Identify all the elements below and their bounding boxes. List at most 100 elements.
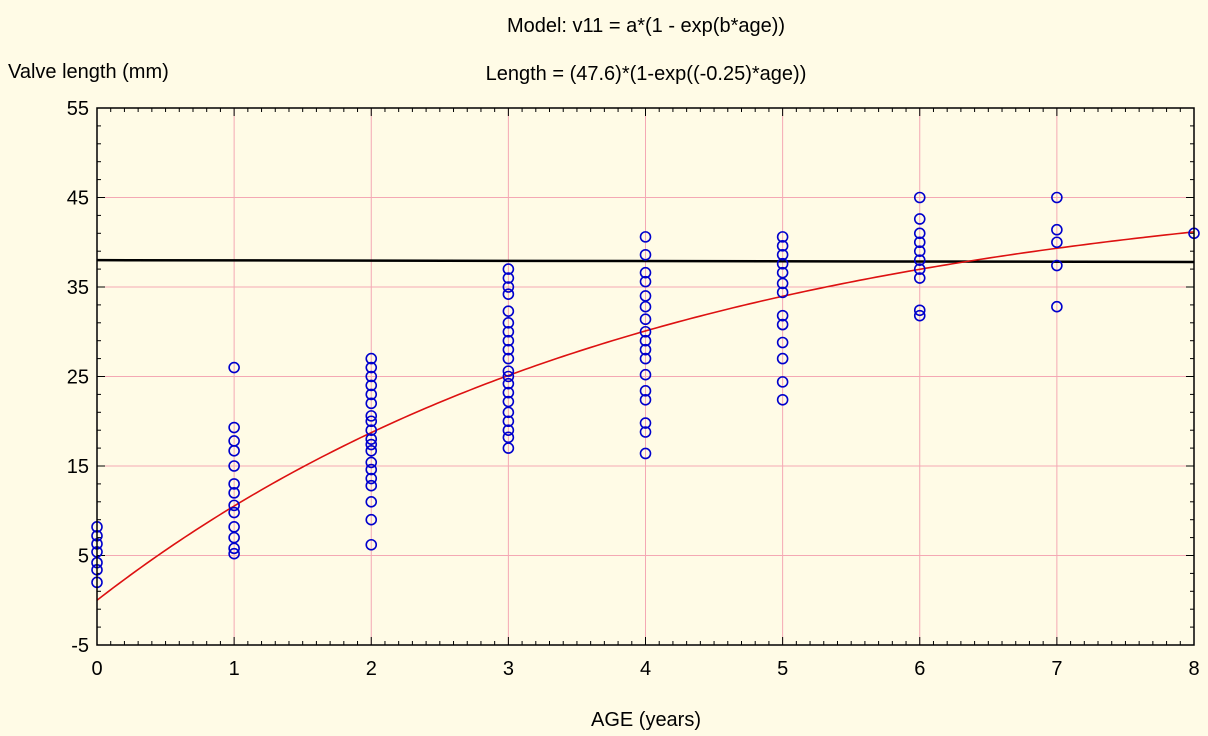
data-point xyxy=(502,365,515,377)
x-tick-label: 3 xyxy=(503,658,514,680)
data-point xyxy=(776,248,789,261)
data-point xyxy=(639,343,652,356)
x-tick-label: 6 xyxy=(914,658,925,680)
data-point xyxy=(639,266,652,279)
data-point xyxy=(365,538,378,551)
data-point xyxy=(776,352,789,365)
mean-line-group xyxy=(96,258,1195,264)
data-point xyxy=(365,415,378,428)
data-point xyxy=(776,309,789,322)
y-tick-label: 25 xyxy=(67,367,89,389)
data-point xyxy=(502,316,515,329)
data-point xyxy=(639,313,652,326)
data-point xyxy=(913,227,926,240)
data-point xyxy=(365,438,378,451)
data-point xyxy=(1051,300,1063,313)
data-point xyxy=(228,421,240,434)
data-point xyxy=(502,263,515,275)
data-point xyxy=(502,343,515,356)
data-point xyxy=(365,361,378,374)
data-point xyxy=(365,463,378,476)
y-tick-label: 5 xyxy=(78,546,89,568)
data-point xyxy=(639,248,652,261)
data-point xyxy=(502,325,515,338)
data-point xyxy=(913,236,926,249)
x-tick-label: 4 xyxy=(640,658,651,680)
data-point xyxy=(776,336,789,349)
data-point xyxy=(228,506,240,519)
data-point xyxy=(365,410,378,422)
data-point xyxy=(913,304,926,317)
data-point xyxy=(502,334,515,347)
data-point xyxy=(502,406,515,419)
data-point xyxy=(776,393,789,406)
data-point xyxy=(1051,236,1063,249)
fit-curve xyxy=(96,231,1195,601)
data-point xyxy=(639,368,652,381)
data-point xyxy=(639,300,652,313)
data-point xyxy=(228,542,240,555)
x-tick-label: 5 xyxy=(777,658,788,680)
data-point xyxy=(365,444,378,457)
data-point xyxy=(639,325,652,338)
data-point xyxy=(502,424,515,437)
data-point xyxy=(502,377,515,390)
data-point xyxy=(913,309,926,322)
data-point xyxy=(1051,191,1063,204)
x-axis-label: AGE (years) xyxy=(591,709,701,731)
data-point xyxy=(639,393,652,406)
data-point xyxy=(776,240,789,252)
data-point xyxy=(365,379,378,392)
data-point xyxy=(776,318,789,331)
x-tick-label: 7 xyxy=(1051,658,1062,680)
data-point xyxy=(365,479,378,492)
data-point xyxy=(365,370,378,383)
data-point xyxy=(502,386,515,399)
data-point xyxy=(502,272,515,284)
data-point xyxy=(502,442,515,454)
data-point xyxy=(776,257,789,270)
data-point xyxy=(913,254,926,266)
y-axis-label: Valve length (mm) xyxy=(8,61,169,83)
x-tick-label: 1 xyxy=(229,658,240,680)
data-point xyxy=(639,334,652,347)
x-tick-labels: 0 1 2 3 4 5 6 7 8 xyxy=(91,658,1199,680)
chart-title: Model: v11 = a*(1 - exp(b*age)) xyxy=(507,15,785,37)
data-point xyxy=(639,231,652,243)
data-point xyxy=(1051,259,1063,272)
plot-frame xyxy=(96,107,1195,646)
data-point xyxy=(1051,223,1063,236)
x-tick-label: 0 xyxy=(91,658,102,680)
data-point xyxy=(228,487,240,499)
x-tick-label: 2 xyxy=(366,658,377,680)
data-point xyxy=(913,245,926,257)
y-tick-label: -5 xyxy=(71,635,89,657)
data-point xyxy=(639,275,652,288)
y-tick-label: 35 xyxy=(67,277,89,299)
data-point xyxy=(776,376,789,388)
data-point xyxy=(913,191,926,204)
fit-curve-group xyxy=(96,231,1195,601)
data-point xyxy=(228,361,240,374)
data-point xyxy=(365,495,378,508)
data-point xyxy=(228,499,240,512)
data-point xyxy=(502,281,515,293)
data-point xyxy=(776,231,789,243)
data-point xyxy=(639,385,652,397)
x-tick-label: 8 xyxy=(1188,658,1199,680)
y-tick-labels: -5 5 15 25 35 45 55 xyxy=(67,98,89,657)
data-point xyxy=(228,460,240,472)
data-point xyxy=(365,472,378,485)
data-point xyxy=(913,272,926,284)
data-point xyxy=(639,417,652,429)
data-point xyxy=(639,352,652,365)
data-point xyxy=(639,426,652,438)
data-point xyxy=(228,478,240,490)
data-point xyxy=(502,288,515,300)
data-point xyxy=(776,277,789,290)
y-tick-label: 45 xyxy=(67,188,89,210)
data-point xyxy=(228,444,240,457)
data-point xyxy=(228,547,240,560)
data-point xyxy=(502,305,515,317)
